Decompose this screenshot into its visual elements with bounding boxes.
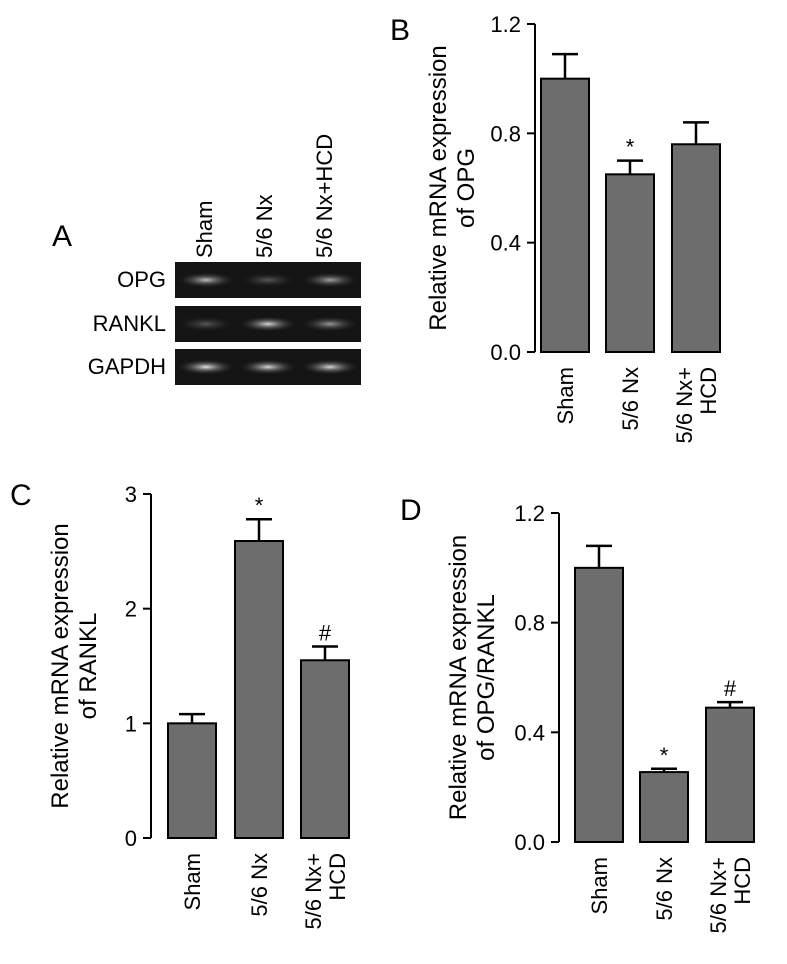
- panel-b-chart: B 0.0 0.4 0.8 1.2 Relative mRNA expressionof …: [390, 12, 721, 443]
- panel-b-y-tick-label: 1.2: [490, 12, 521, 37]
- panel-b-y-tick-label: 0.4: [490, 231, 521, 256]
- panel-d-bar-2: [639, 771, 689, 844]
- gel-row-label-rankl: RANKL: [93, 311, 166, 336]
- panel-a-letter: A: [52, 220, 72, 253]
- gel-lane-label-5-6-nx: 5/6 Nx: [252, 194, 277, 258]
- panel-b-y-tick-label: 0.8: [490, 121, 521, 146]
- panel-b-bar-3: [671, 143, 721, 353]
- panel-a-gel: A Sham 5/6 Nx 5/6 Nx+HCD OPG RANKL GAPDH: [52, 134, 361, 385]
- panel-c-y-tick-label: 1: [125, 711, 137, 736]
- panel-b-category-label: 5/6 Nx: [618, 367, 643, 431]
- panel-d-category-label: Sham: [587, 857, 612, 914]
- panel-c-y-tick-label: 0: [125, 826, 137, 851]
- panel-b-bar-1: [540, 77, 590, 354]
- panel-c-y-tick-label: 2: [125, 597, 137, 622]
- panel-c-bar-2: [234, 540, 284, 839]
- panel-c-bar-1: [167, 722, 217, 839]
- panel-d-y-tick-label: 1.2: [514, 501, 545, 526]
- gel-band-opg-lane-1: [176, 272, 236, 288]
- panel-b-y-tick-label: 0.0: [490, 340, 521, 365]
- panel-d-bar-1: [574, 566, 624, 843]
- panel-b-letter: B: [390, 14, 410, 47]
- gel-band-rankl-lane-1: [176, 316, 236, 332]
- gel-band-opg-lane-3: [300, 272, 360, 288]
- panel-c-y-tick-label: 3: [125, 482, 137, 507]
- panel-d-y-tick-label: 0.4: [514, 720, 545, 745]
- panel-d-chart: D 0.0 0.4 0.8 1.2 Relative mRNA expressionof …: [400, 494, 755, 933]
- gel-band-gapdh-lane-2: [238, 359, 298, 375]
- panel-d-significance-mark: #: [724, 676, 737, 701]
- panel-c-category-label: 5/6 Nx+HCD: [301, 853, 350, 929]
- panel-b-bar-2: [605, 173, 655, 353]
- panel-b-y-axis-label: Relative mRNA expressionof OPG: [425, 45, 480, 330]
- panel-c-category-label: Sham: [180, 853, 205, 910]
- gel-band-gapdh-lane-3: [300, 359, 360, 375]
- panel-d-significance-mark: *: [660, 743, 669, 768]
- gel-band-gapdh-lane-1: [176, 359, 236, 375]
- panel-d-category-label: 5/6 Nx: [652, 857, 677, 921]
- panel-d-y-tick-label: 0.8: [514, 611, 545, 636]
- panel-d-y-axis-label: Relative mRNA expressionof OPG/RANKL: [445, 535, 500, 820]
- panel-c-bar-3: [300, 659, 350, 839]
- panel-c-category-label: 5/6 Nx: [247, 853, 272, 917]
- gel-band-opg-lane-2: [238, 272, 298, 288]
- panel-d-y-tick-label: 0.0: [514, 830, 545, 855]
- panel-d-letter: D: [400, 494, 422, 527]
- panel-c-significance-mark: *: [255, 493, 264, 518]
- panel-c-y-axis-label: Relative mRNA expressionof RANKL: [47, 523, 102, 808]
- panel-c-letter: C: [10, 479, 32, 512]
- gel-row-label-opg: OPG: [117, 267, 166, 292]
- panel-b-significance-mark: *: [626, 135, 635, 160]
- panel-c-chart: C 0 1 2 3 Relative mRNA expressionof RANKL Sha…: [10, 479, 350, 929]
- gel-band-rankl-lane-2: [238, 316, 298, 332]
- panel-c-significance-mark: #: [319, 621, 332, 646]
- panel-d-category-label: 5/6 Nx+HCD: [706, 857, 755, 933]
- gel-lane-label-5-6-nx-hcd: 5/6 Nx+HCD: [312, 134, 337, 258]
- panel-d-bar-3: [705, 706, 755, 843]
- gel-row-label-gapdh: GAPDH: [88, 354, 166, 379]
- panel-b-category-label: 5/6 Nx+HCD: [672, 367, 721, 443]
- panel-b-category-label: Sham: [553, 367, 578, 424]
- gel-band-rankl-lane-3: [300, 316, 360, 332]
- gel-lane-label-sham: Sham: [192, 201, 217, 258]
